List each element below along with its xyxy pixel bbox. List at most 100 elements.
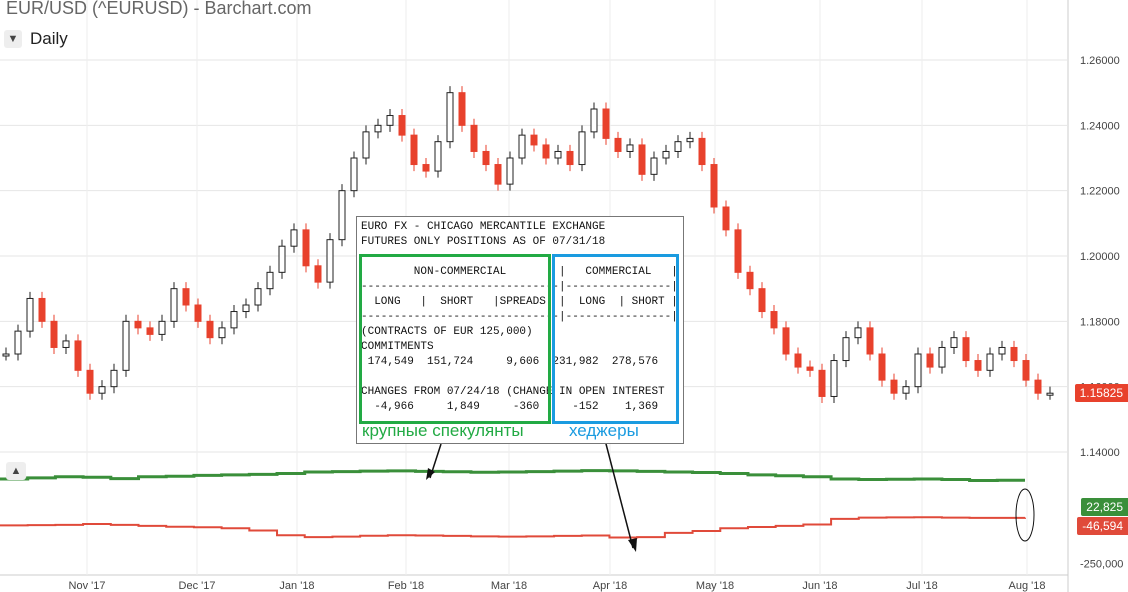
candle-body (1022, 360, 1030, 381)
candle-body (482, 150, 490, 166)
candle-body (26, 297, 34, 332)
candle-body (554, 150, 562, 159)
large-speculators-label: крупные спекулянты (362, 421, 524, 440)
candle-body (698, 137, 706, 166)
collapse-panel-button[interactable]: ▲ (6, 462, 26, 480)
candle-body (998, 346, 1006, 355)
candle-body (842, 337, 850, 362)
cot-line: COMMITMENTS (361, 341, 434, 353)
red-line-tag: -46,594 (1077, 517, 1128, 535)
cot-line: FUTURES ONLY POSITIONS AS OF 07/31/18 (361, 236, 606, 248)
y-tick-label: 1.14000 (1080, 447, 1120, 459)
arrow-head (628, 538, 637, 552)
x-tick-label: Dec '17 (179, 580, 216, 592)
cot-line: ----------------------------------------… (361, 251, 659, 263)
y-tick-label: 1.20000 (1080, 251, 1120, 263)
candle-body (542, 144, 550, 159)
candle-body (230, 311, 238, 329)
candle-body (890, 379, 898, 394)
candle-body (350, 157, 358, 192)
candle-body (734, 229, 742, 273)
candle-body (818, 369, 826, 397)
candle-body (1046, 392, 1054, 396)
candle-body (566, 150, 574, 166)
hedgers-label: хеджеры (569, 421, 639, 440)
candle-body (722, 206, 730, 231)
cot-line: -4,966 1,849 -360 -152 1,369 (361, 401, 659, 413)
candle-body (962, 337, 970, 362)
candle-body (938, 346, 946, 368)
y-tick-label: 1.18000 (1080, 316, 1120, 328)
candle-body (494, 164, 502, 185)
x-tick-label: Aug '18 (1009, 580, 1046, 592)
candle-body (422, 164, 430, 172)
candle-body (50, 320, 58, 348)
candle-body (242, 304, 250, 313)
candle-body (470, 124, 478, 152)
x-tick-label: Nov '17 (69, 580, 106, 592)
last-price-tag: 1.15825 (1074, 384, 1128, 402)
candle-body (446, 92, 454, 143)
x-tick-label: Feb '18 (388, 580, 424, 592)
candle-body (434, 141, 442, 172)
candle-body (590, 108, 598, 133)
candle-body (770, 311, 778, 329)
candle-body (278, 245, 286, 273)
candle-body (782, 327, 790, 355)
candle-body (206, 320, 214, 339)
cot-line: 174,549 151,724 9,606 231,982 278,576 (361, 356, 659, 368)
candle-body (194, 304, 202, 322)
candle-body (758, 288, 766, 313)
candle-body (602, 108, 610, 139)
chart-title: EUR/USD (^EURUSD) - Barchart.com (6, 0, 312, 18)
period-selector[interactable]: ▼ Daily (4, 28, 68, 50)
candle-body (578, 131, 586, 166)
candle-body (170, 288, 178, 322)
candle-body (338, 190, 346, 241)
candle-body (626, 144, 634, 152)
x-tick-label: Jan '18 (279, 580, 314, 592)
chevron-up-icon: ▲ (10, 465, 22, 477)
candle-body (218, 327, 226, 339)
candle-body (650, 157, 658, 175)
y-tick-label: 1.26000 (1080, 55, 1120, 67)
candle-body (458, 92, 466, 126)
candle-body (158, 320, 166, 335)
candle-body (14, 330, 22, 355)
candle-body (314, 265, 322, 283)
candle-body (902, 386, 910, 394)
candle-body (398, 115, 406, 136)
x-tick-label: May '18 (696, 580, 734, 592)
candle-body (878, 353, 886, 381)
cot-line: NON-COMMERCIAL | COMMERCIAL | (361, 266, 678, 278)
y-tick-label: 1.22000 (1080, 186, 1120, 198)
chevron-down-icon[interactable]: ▼ (4, 30, 22, 48)
arrow-line (604, 439, 634, 549)
highlight-ellipse (1015, 488, 1035, 542)
candle-body (98, 386, 106, 394)
candle-body (662, 150, 670, 159)
y-tick-label: -250,000 (1080, 558, 1123, 570)
candle-body (254, 288, 262, 306)
candle-body (266, 271, 274, 290)
candle-body (122, 320, 130, 371)
cot-line: ------------------------------|---------… (361, 281, 678, 293)
candle-body (1034, 379, 1042, 394)
candle-body (146, 327, 154, 335)
candle-body (290, 229, 298, 247)
candle-body (386, 115, 394, 126)
candle-body (38, 297, 46, 322)
candle-body (182, 288, 190, 306)
candle-body (746, 271, 754, 290)
candle-body (410, 134, 418, 166)
candle-body (62, 340, 70, 348)
x-tick-label: Jun '18 (802, 580, 837, 592)
cot-line: ------------------------------|---------… (361, 311, 678, 323)
cot-series-line (0, 516, 1026, 539)
candle-body (74, 340, 82, 371)
candle-body (974, 360, 982, 371)
candle-body (854, 327, 862, 339)
candle-body (362, 131, 370, 159)
candle-body (326, 239, 334, 283)
